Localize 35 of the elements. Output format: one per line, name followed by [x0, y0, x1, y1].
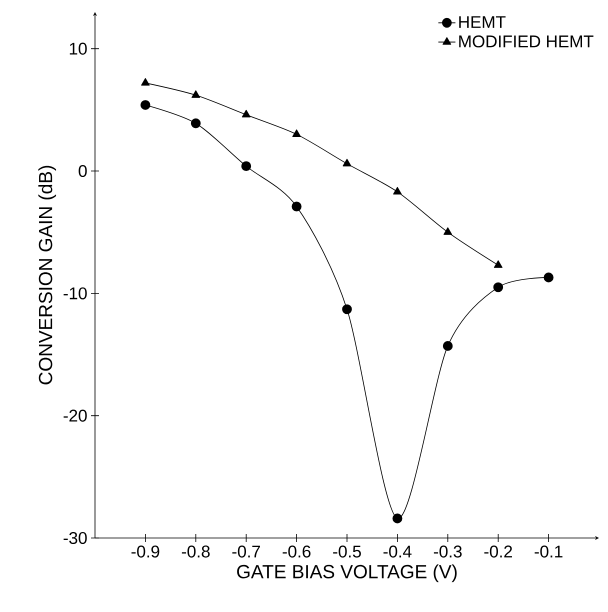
y-tick-label: -20 — [64, 410, 87, 422]
y-tick-label: -10 — [64, 287, 87, 300]
x-tick-label: -0.9 — [132, 546, 160, 558]
point — [292, 129, 301, 137]
point — [342, 158, 352, 166]
legend-label: HEMT — [459, 16, 506, 28]
x-axis-title: GATE BIAS VOLTAGE (V) — [237, 564, 457, 582]
point — [494, 260, 502, 268]
point — [241, 161, 252, 172]
point — [190, 118, 201, 128]
point — [141, 78, 150, 86]
x-tick-label: -0.8 — [182, 546, 210, 558]
point — [444, 227, 452, 235]
point — [544, 272, 554, 282]
x-tick-label: -0.5 — [333, 546, 361, 558]
x-tick-label: -0.7 — [232, 546, 260, 558]
y-axis-title: CONVERSION GAIN (dB) — [38, 166, 56, 384]
point — [140, 100, 150, 110]
x-tick-label: -0.1 — [534, 546, 562, 558]
point — [442, 341, 453, 351]
legend-label: MODIFIED HEMT — [459, 35, 594, 48]
point — [342, 304, 352, 314]
x-tick-label: -0.6 — [282, 546, 310, 558]
point — [392, 514, 402, 524]
y-tick-label: 10 — [70, 42, 87, 55]
x-tick-label: -0.4 — [384, 546, 412, 558]
point — [393, 186, 402, 194]
point — [192, 90, 200, 98]
y-tick-label: -30 — [64, 532, 87, 544]
x-tick-label: -0.3 — [434, 546, 462, 558]
point — [292, 202, 302, 212]
point — [493, 282, 504, 292]
point — [242, 110, 250, 118]
y-tick-label: 0 — [78, 164, 87, 178]
x-tick-label: -0.2 — [484, 546, 512, 558]
